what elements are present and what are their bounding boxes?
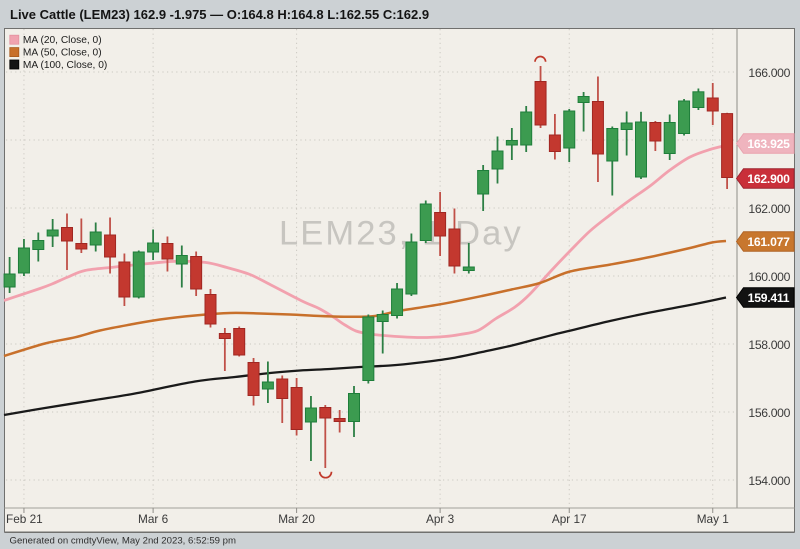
svg-text:MA (50, Close, 0): MA (50, Close, 0): [23, 48, 102, 59]
svg-text:Generated on cmdtyView, May 2n: Generated on cmdtyView, May 2nd 2023, 6:…: [10, 536, 236, 547]
svg-text:Feb 21: Feb 21: [6, 512, 43, 526]
svg-text:MA (20, Close, 0): MA (20, Close, 0): [23, 35, 102, 46]
svg-text:Apr 3: Apr 3: [426, 512, 455, 526]
svg-text:Apr 17: Apr 17: [552, 512, 587, 526]
svg-text:LEM23, 1 Day: LEM23, 1 Day: [279, 215, 523, 253]
svg-text:154.000: 154.000: [748, 474, 790, 488]
svg-text:MA (100, Close, 0): MA (100, Close, 0): [23, 60, 107, 71]
svg-text:Mar 20: Mar 20: [278, 512, 315, 526]
svg-text:162.900: 162.900: [747, 172, 790, 186]
svg-text:163.925: 163.925: [747, 137, 790, 151]
svg-text:159.411: 159.411: [748, 291, 790, 305]
svg-text:161.077: 161.077: [747, 235, 790, 249]
svg-text:160.000: 160.000: [748, 270, 790, 284]
svg-text:Mar 6: Mar 6: [138, 512, 169, 526]
svg-text:156.000: 156.000: [748, 406, 790, 420]
svg-text:166.000: 166.000: [748, 66, 790, 80]
svg-text:158.000: 158.000: [748, 338, 790, 352]
svg-text:May 1: May 1: [697, 512, 729, 526]
svg-text:Live Cattle (LEM23) 162.9 -1.9: Live Cattle (LEM23) 162.9 -1.975 — O:164…: [10, 7, 429, 22]
svg-text:162.000: 162.000: [748, 202, 790, 216]
